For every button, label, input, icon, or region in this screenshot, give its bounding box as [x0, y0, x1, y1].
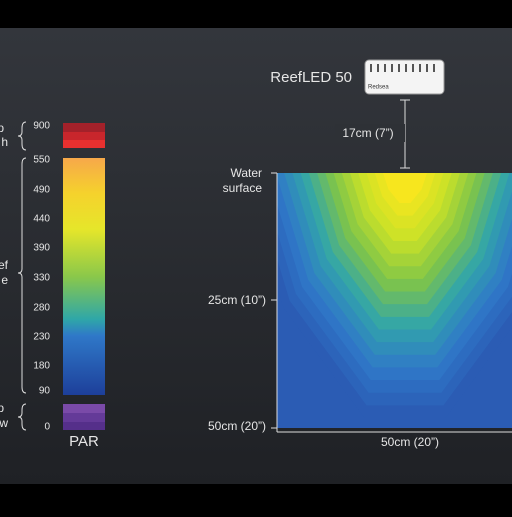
scale-low	[63, 413, 105, 422]
scale-tick: 490	[33, 185, 50, 196]
surface-label: surface	[223, 181, 263, 195]
scale-tick: 550	[33, 155, 50, 166]
group-label: p	[0, 121, 4, 135]
group-label: h	[1, 135, 8, 149]
scale-low	[63, 404, 105, 413]
group-label: ef	[0, 258, 9, 272]
device-brand: Redsea	[368, 85, 389, 91]
scale-high	[63, 132, 105, 140]
scale-range	[63, 158, 105, 395]
scale-tick: 0	[44, 422, 50, 433]
depth-label: 25cm (10”)	[208, 293, 266, 307]
scale-tick: 900	[33, 121, 50, 132]
bracket	[17, 157, 27, 394]
bracket	[17, 121, 27, 151]
scale-tick: 280	[33, 303, 50, 314]
scale-tick: 180	[33, 361, 50, 372]
scale-low	[63, 422, 105, 430]
width-label: 50cm (20”)	[381, 435, 439, 449]
scale-tick: 330	[33, 273, 50, 284]
scale-tick: 230	[33, 332, 50, 343]
bracket	[17, 403, 27, 431]
device-name: ReefLED 50	[270, 69, 352, 86]
distance-label: 17cm (7”)	[342, 126, 393, 140]
depth-label: 50cm (20”)	[208, 419, 266, 433]
scale-tick: 440	[33, 214, 50, 225]
group-label: p	[0, 401, 4, 415]
scale-tick: 90	[39, 386, 51, 397]
group-label: w	[0, 416, 8, 430]
scale-high	[63, 123, 105, 132]
group-label: e	[1, 273, 8, 287]
scale-label: PAR	[69, 433, 99, 450]
scale-high	[63, 140, 105, 148]
map-layer	[383, 173, 427, 203]
surface-label: Water	[230, 166, 262, 180]
scale-tick: 390	[33, 243, 50, 254]
distance-bg	[335, 124, 405, 142]
